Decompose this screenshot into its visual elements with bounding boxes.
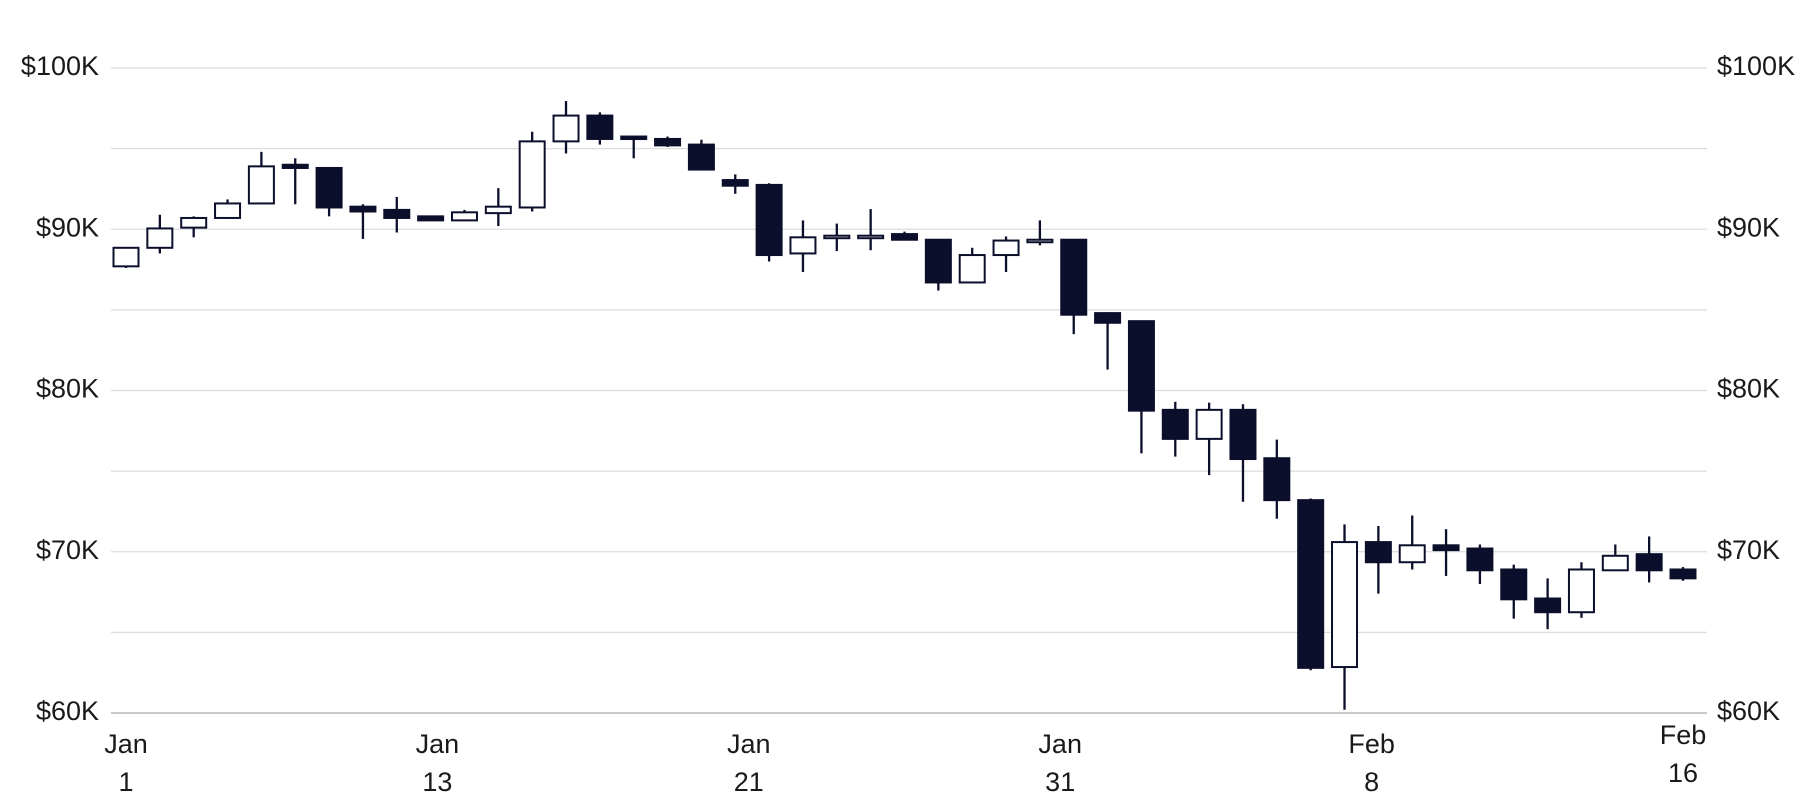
x-tick-label-day: 8 (1364, 767, 1379, 797)
candle-body (112, 246, 140, 268)
x-tick-label-month: Jan (104, 729, 148, 759)
candle-body (1567, 568, 1595, 614)
x-tick-label-day: 1 (118, 767, 133, 797)
candle-body (755, 183, 783, 257)
candle-body (654, 137, 682, 147)
candle-body (180, 216, 208, 229)
x-tick-label-month: Jan (416, 729, 460, 759)
candle-body (721, 179, 749, 187)
candle-body (1161, 408, 1189, 440)
candle-body (146, 227, 174, 249)
x-tick-label-month: Jan (727, 729, 771, 759)
x-tick-label-month: Jan (1038, 729, 1082, 759)
candle-body (992, 239, 1020, 257)
candle-body (1466, 547, 1494, 572)
candle-body (789, 236, 817, 255)
y-tick-label-right: $100K (1717, 51, 1795, 81)
y-tick-label-right: $90K (1717, 212, 1780, 242)
candle-body (1534, 597, 1562, 614)
candle-body (315, 166, 343, 209)
candle-body (1398, 544, 1426, 564)
candle-body (687, 143, 715, 171)
candle-body (857, 234, 885, 240)
y-tick-label: $80K (36, 374, 99, 404)
candle-body (620, 135, 648, 141)
candle-body (891, 233, 918, 241)
y-tick-label-right: $80K (1717, 374, 1780, 404)
candle-body (1432, 544, 1460, 552)
y-tick-label: $100K (21, 51, 99, 81)
y-tick-label: $60K (36, 696, 99, 726)
candle-body (214, 202, 242, 219)
y-tick-label: $70K (36, 535, 99, 565)
candle-body (247, 165, 275, 205)
candle-body (1127, 320, 1155, 412)
x-tick-label-day: 31 (1045, 767, 1075, 797)
x-tick-label-day: 21 (734, 767, 764, 797)
candle-body (1669, 568, 1697, 580)
candle-body (1635, 553, 1663, 572)
candle-body (1229, 408, 1257, 461)
candle-body (450, 211, 478, 222)
candle-body (1364, 541, 1392, 564)
candle-body (417, 215, 445, 222)
candle-body (518, 140, 546, 209)
candle-body (383, 208, 411, 219)
candle-body (484, 205, 512, 215)
y-tick-label-right: $70K (1717, 535, 1780, 565)
x-tick-label-day: 13 (422, 767, 452, 797)
candle-body (823, 234, 851, 240)
candle-body (1601, 554, 1629, 572)
x-tick-label-month: Feb (1660, 720, 1707, 750)
candle-body (586, 114, 614, 140)
x-tick-label-month: Feb (1348, 729, 1395, 759)
candle-body (552, 114, 580, 143)
candle-body (1026, 238, 1054, 244)
candle-body (1331, 541, 1359, 669)
candle-body (349, 205, 377, 213)
candle-body (1297, 499, 1325, 669)
y-tick-label: $90K (36, 212, 99, 242)
y-tick-label-right: $60K (1717, 696, 1780, 726)
candle-body (1094, 312, 1122, 324)
candle-body (958, 254, 986, 284)
x-tick-label-day: 16 (1668, 758, 1698, 788)
candle-body (1060, 238, 1088, 316)
candle-body (1500, 568, 1528, 601)
candle-body (281, 163, 309, 169)
candle-body (1195, 408, 1223, 440)
candle-body (924, 238, 952, 284)
candle-body (1263, 457, 1291, 502)
